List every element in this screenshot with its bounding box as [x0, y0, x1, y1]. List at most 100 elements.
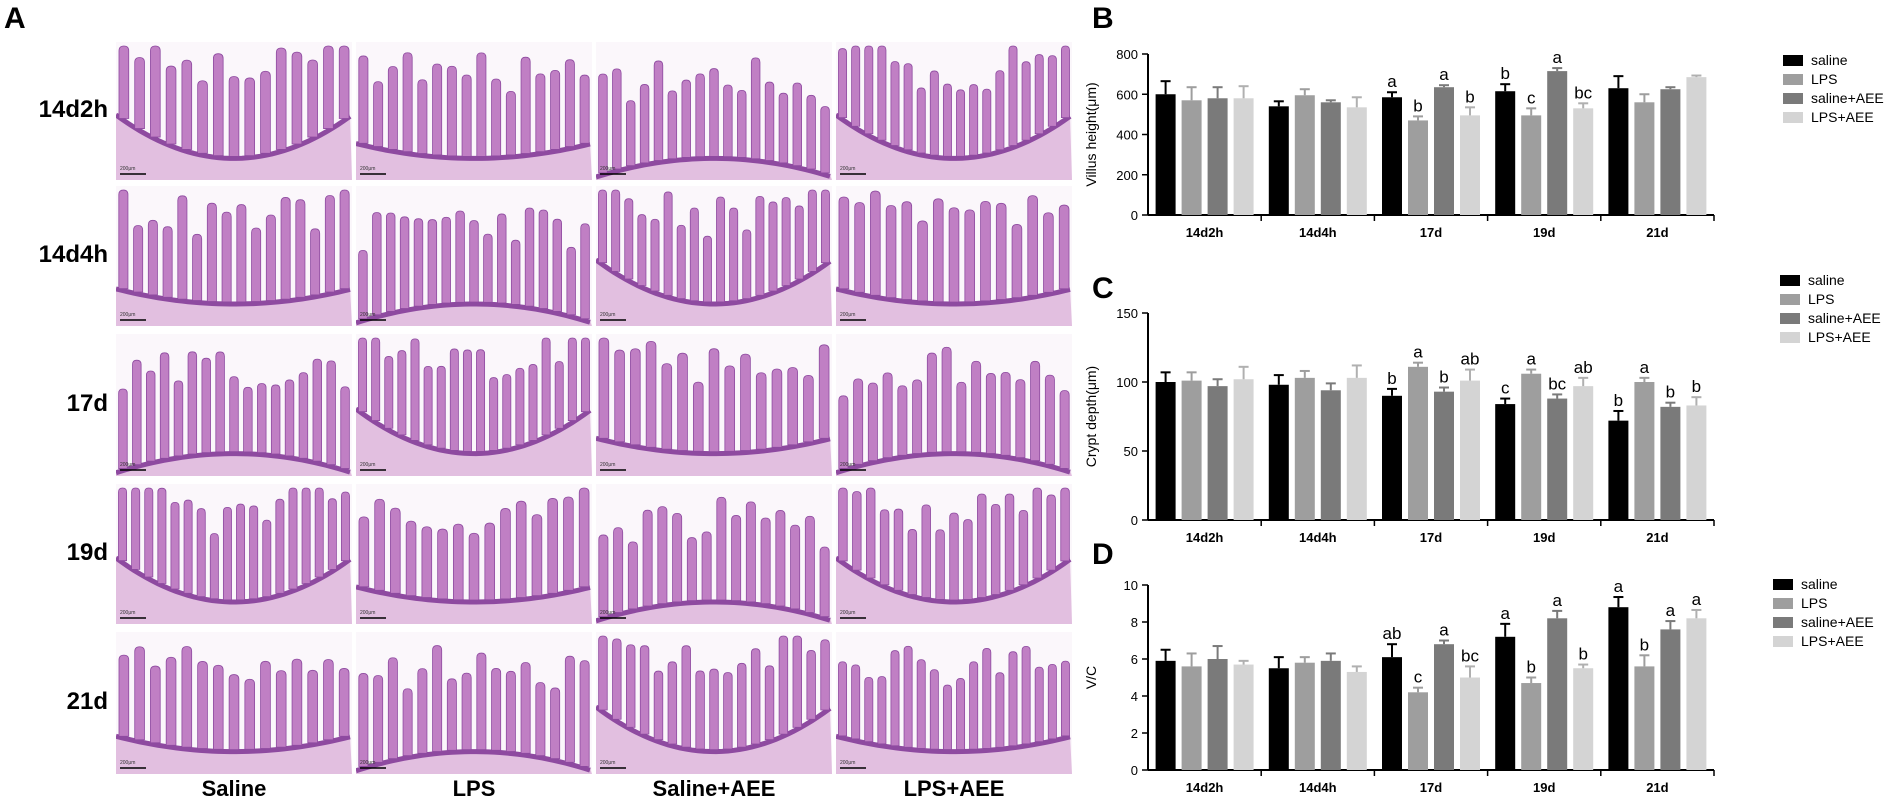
significance-letter: b [1465, 87, 1474, 106]
legend-swatch [1773, 598, 1793, 609]
micrograph-14d4h-saline: 200μm [116, 186, 352, 326]
scale-bar-label: 200μm [360, 166, 375, 172]
bar [1408, 692, 1428, 770]
significance-letter: b [1578, 645, 1587, 664]
legend-swatch [1773, 636, 1793, 647]
y-tick-label: 6 [1131, 652, 1138, 667]
x-tick-label: 14d4h [1299, 780, 1337, 795]
scale-bar-label: 200μm [600, 312, 615, 318]
bar [1460, 115, 1480, 215]
bar [1573, 386, 1594, 520]
row-label-17d: 17d [66, 390, 108, 417]
panel-label-d: D [1092, 538, 1114, 571]
legend-label: LPS+AEE [1801, 633, 1864, 649]
significance-letter: a [1692, 590, 1702, 609]
bar [1547, 618, 1568, 770]
scale-bar-label: 200μm [360, 610, 375, 616]
bar [1547, 398, 1568, 520]
significance-letter: b [1692, 377, 1701, 396]
legend-swatch [1783, 74, 1803, 85]
column-label-saline-plus-aee: Saline+AEE [652, 776, 776, 801]
legend-label: saline+AEE [1811, 90, 1884, 106]
x-tick-label: 21d [1646, 530, 1668, 545]
x-tick-label: 21d [1646, 225, 1668, 240]
y-tick-label: 4 [1131, 689, 1138, 704]
micrograph-19d-saline: 200μm [116, 484, 352, 624]
significance-letter: a [1439, 65, 1449, 84]
micrograph-14d2h-saline: 200μm [116, 42, 352, 180]
y-tick-label: 10 [1124, 578, 1138, 593]
bar [1521, 683, 1542, 770]
bar [1382, 657, 1402, 770]
legend-swatch [1773, 617, 1793, 628]
micrograph-21d-saline-plus-aee: 200μm [596, 632, 832, 774]
bar [1320, 102, 1341, 215]
x-tick-label: 14d4h [1299, 225, 1337, 240]
significance-letter: b [1640, 635, 1649, 654]
legend-swatch [1773, 579, 1793, 590]
legend-label: LPS [1801, 595, 1827, 611]
scale-bar-label: 200μm [840, 312, 855, 318]
legend-label: saline+AEE [1808, 310, 1881, 326]
micrograph-19d-saline-plus-aee: 200μm [596, 484, 832, 624]
y-tick-label: 50 [1124, 444, 1138, 459]
y-tick-label: 200 [1116, 168, 1138, 183]
scale-bar-label: 200μm [120, 760, 135, 766]
bar [1608, 420, 1629, 520]
bar [1181, 380, 1202, 520]
legend-swatch [1780, 294, 1800, 305]
bar [1460, 677, 1480, 770]
bar [1207, 659, 1228, 770]
y-tick-label: 0 [1131, 513, 1138, 528]
scale-bar-label: 200μm [840, 610, 855, 616]
significance-letter: ab [1461, 350, 1480, 369]
legend-label: LPS [1811, 71, 1837, 87]
micrograph-17d-lps-plus-aee: 200μm [836, 334, 1072, 476]
bar [1155, 660, 1176, 770]
micrograph-19d-lps: 200μm [356, 484, 592, 624]
bar [1460, 380, 1480, 520]
significance-letter: b [1526, 658, 1535, 677]
bar [1233, 664, 1254, 770]
legend-label: saline [1801, 576, 1838, 592]
x-tick-label: 14d2h [1186, 780, 1224, 795]
bar [1294, 377, 1315, 520]
bar [1634, 102, 1655, 215]
panel-label-b: B [1092, 2, 1114, 35]
bar [1573, 108, 1594, 215]
bar [1294, 662, 1315, 770]
y-tick-label: 600 [1116, 87, 1138, 102]
x-tick-label: 19d [1533, 225, 1555, 240]
scale-bar-label: 200μm [360, 312, 375, 318]
y-axis-label: V/C [1083, 666, 1099, 689]
significance-letter: bc [1461, 646, 1479, 665]
bar [1320, 660, 1341, 770]
x-tick-label: 14d2h [1186, 530, 1224, 545]
micrograph-14d4h-lps-plus-aee: 200μm [836, 186, 1072, 326]
scale-bar-label: 200μm [360, 462, 375, 468]
legend-swatch [1783, 93, 1803, 104]
y-axis-label: Crypt depth(μm) [1083, 366, 1099, 467]
bar [1608, 88, 1629, 215]
legend-label: LPS+AEE [1811, 109, 1874, 125]
micrograph-14d2h-lps: 200μm [356, 42, 592, 180]
significance-letter: a [1640, 358, 1650, 377]
scale-bar-label: 200μm [360, 760, 375, 766]
bar [1320, 390, 1341, 520]
x-tick-label: 17d [1420, 530, 1442, 545]
bar [1155, 94, 1176, 215]
panel-label-a: A [4, 2, 26, 35]
micrograph-17d-lps: 200μm [356, 334, 592, 476]
column-label-saline: Saline [201, 776, 267, 801]
micrograph-14d4h-saline-plus-aee: 200μm [596, 186, 832, 326]
x-tick-label: 14d2h [1186, 225, 1224, 240]
bar [1233, 98, 1254, 215]
bar [1155, 382, 1176, 520]
legend-label: saline [1808, 272, 1845, 288]
bar [1408, 120, 1428, 215]
legend-swatch [1780, 275, 1800, 286]
significance-letter: b [1413, 96, 1422, 115]
legend-label: saline+AEE [1801, 614, 1874, 630]
